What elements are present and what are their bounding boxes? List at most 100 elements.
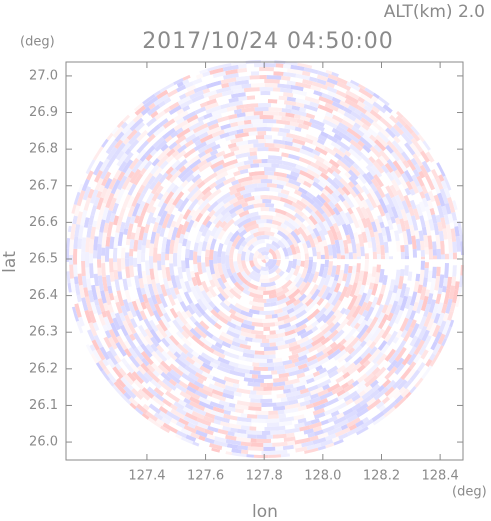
echo-cell [152, 369, 160, 378]
echo-cell [301, 293, 313, 305]
echo-cell [288, 368, 304, 377]
echo-cell [207, 425, 219, 433]
echo-cell [424, 262, 429, 269]
echo-cell [346, 223, 355, 240]
echo-cell [271, 163, 280, 168]
echo-cell [387, 241, 393, 257]
echo-cell [352, 330, 360, 338]
echo-cell [245, 249, 252, 262]
echo-cell [110, 311, 116, 319]
echo-cell [98, 184, 105, 193]
echo-cell [219, 132, 230, 139]
echo-cell [306, 218, 317, 230]
echo-cell [360, 117, 372, 128]
echo-cell [348, 175, 359, 186]
echo-cell [160, 315, 171, 329]
echo-cell [429, 278, 436, 294]
echo-cell [327, 276, 335, 288]
echo-cell [248, 171, 265, 177]
echo-cell [90, 226, 96, 240]
echo-cell [337, 402, 347, 410]
echo-cell [233, 366, 250, 374]
echo-cell [182, 406, 194, 415]
echo-cell [358, 284, 366, 296]
echo-cell [276, 401, 289, 407]
echo-cell [217, 119, 230, 127]
echo-cell [163, 295, 174, 310]
echo-cell [93, 208, 101, 222]
echo-cell [283, 63, 291, 69]
echo-cell [415, 299, 424, 314]
echo-cell [370, 164, 383, 178]
echo-cell [157, 363, 169, 375]
echo-cell [223, 376, 240, 385]
echo-cell [354, 108, 362, 116]
echo-cell [116, 152, 128, 167]
echo-cell [162, 422, 178, 434]
echo-cell [380, 185, 389, 195]
echo-cell [306, 168, 321, 179]
echo-cell [234, 236, 246, 250]
echo-cell [237, 120, 245, 126]
echo-cell [191, 164, 200, 173]
echo-cell [320, 172, 329, 181]
echo-cell [363, 284, 370, 294]
echo-cell [222, 388, 235, 396]
echo-cell [293, 114, 301, 120]
echo-cell [194, 284, 205, 301]
echo-cell [205, 249, 210, 257]
echo-cell [312, 398, 329, 408]
echo-cell [119, 221, 126, 233]
echo-cell [320, 88, 329, 95]
echo-cell [214, 341, 223, 349]
echo-cell [225, 438, 242, 446]
echo-cell [223, 72, 239, 80]
echo-cell [352, 253, 357, 260]
echo-cell [370, 209, 378, 220]
echo-cell [303, 411, 314, 419]
echo-cell [102, 342, 110, 353]
echo-cell [300, 249, 305, 259]
echo-cell [238, 63, 247, 69]
echo-cell [312, 177, 321, 184]
echo-cell [206, 119, 219, 127]
echo-cell [84, 309, 93, 324]
echo-cell [302, 242, 309, 254]
echo-cell [184, 403, 194, 411]
echo-cell [441, 319, 451, 336]
echo-cell [328, 255, 333, 260]
echo-cell [212, 376, 226, 385]
echo-cell [206, 290, 214, 299]
echo-cell [83, 287, 89, 297]
echo-cell [408, 346, 417, 356]
echo-cell [126, 277, 132, 288]
echo-cell [167, 320, 179, 334]
echo-cell [312, 81, 328, 90]
echo-cell [320, 131, 329, 139]
echo-cell [248, 406, 262, 411]
echo-cell [367, 348, 381, 363]
echo-cell [209, 259, 216, 275]
echo-cell [158, 341, 170, 353]
echo-cell [155, 215, 162, 223]
echo-cell [237, 359, 253, 367]
echo-cell [351, 305, 362, 319]
echo-cell [346, 414, 358, 423]
echo-cell [242, 348, 255, 355]
echo-cell [173, 237, 180, 254]
echo-cell [66, 225, 72, 233]
echo-cell [336, 389, 346, 397]
echo-cell [273, 405, 286, 411]
echo-cell [336, 139, 351, 152]
echo-cell [337, 296, 349, 312]
echo-cell [171, 159, 181, 169]
echo-cell [83, 331, 93, 346]
echo-cell [381, 369, 390, 378]
echo-cell [266, 285, 277, 291]
echo-cell [244, 223, 259, 233]
echo-cell [146, 363, 156, 373]
echo-cell [363, 385, 373, 394]
echo-cell [371, 351, 384, 365]
echo-cell [128, 139, 140, 151]
echo-cell [212, 250, 218, 264]
